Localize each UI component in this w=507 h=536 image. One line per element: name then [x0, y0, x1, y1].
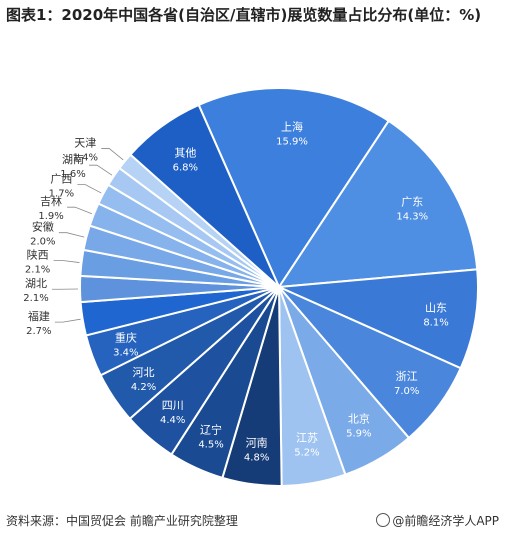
leader-line [54, 318, 81, 323]
slice-label: 福建 [28, 309, 50, 323]
slice-value-label: 6.8% [173, 162, 198, 173]
leader-line [53, 259, 80, 263]
pie-slice [129, 103, 280, 288]
slice-value-label: 1.9% [38, 211, 63, 222]
slice-label: 吉林 [40, 194, 62, 208]
slice-label: 四川 [162, 399, 184, 412]
slice-value-label: 2.1% [23, 293, 48, 304]
slice-value-label: 5.2% [294, 448, 319, 459]
leader-line [89, 164, 113, 176]
slice-label: 辽宁 [200, 422, 222, 436]
source-note: 资料来源：中国贸促会 前瞻产业研究院整理 [6, 514, 238, 528]
slice-value-label: 2.7% [26, 326, 51, 337]
leader-line [77, 184, 102, 194]
slice-value-label: 1.6% [60, 169, 85, 180]
slice-value-label: 4.4% [160, 415, 185, 426]
slice-value-label: 4.2% [131, 382, 156, 393]
slice-value-label: 5.9% [346, 429, 371, 440]
slice-labels: 上海 15.9% 广东 14.3% 山东 8.1% 浙江 7.0% 北京 5.9% 江苏 5.2% 河南… [23, 119, 448, 463]
leader-line [101, 148, 124, 161]
slice-label: 山东 [425, 301, 447, 314]
slice-value-label: 7.0% [394, 386, 419, 397]
slice-label: 广西 [50, 173, 72, 186]
chart-title: 图表1：2020年中国各省(自治区/直辖市)展览数量占比分布(单位：%) [6, 6, 482, 24]
slice-label: 陕西 [27, 247, 49, 261]
slice-label: 其他 [174, 146, 196, 159]
slice-value-label: 1.7% [49, 189, 74, 200]
slice-label: 北京 [348, 412, 370, 426]
slice-label: 湖北 [25, 277, 47, 290]
slice-value-label: 4.5% [198, 439, 223, 450]
slice-label: 浙江 [396, 370, 418, 383]
pie-slice [275, 268, 479, 370]
slice-label: 湖南 [62, 153, 84, 166]
slice-value-label: 3.4% [113, 347, 138, 358]
brand-logo-icon [376, 513, 391, 527]
slice-label: 安徽 [32, 220, 54, 234]
slice-label: 河北 [133, 366, 155, 379]
leader-lines [52, 148, 124, 323]
brand-credit: @前瞻经济学人APP [376, 512, 499, 529]
slice-label: 上海 [281, 119, 303, 133]
slice-value-label: 14.3% [396, 211, 428, 222]
slice-label: 江苏 [296, 432, 318, 445]
slice-label: 河南 [246, 437, 268, 450]
slice-label: 天津 [74, 137, 96, 150]
slice-value-label: 8.1% [423, 317, 448, 328]
slice-label: 广东 [401, 195, 423, 208]
slice-value-label: 1.4% [73, 153, 98, 164]
slice-value-label: 4.8% [244, 453, 269, 464]
leader-line [67, 206, 92, 215]
pie-slice [197, 87, 391, 290]
slice-value-label: 2.1% [25, 264, 50, 275]
brand-text: @前瞻经济学人APP [392, 514, 499, 528]
pie-slice [277, 119, 479, 289]
slice-value-label: 2.0% [30, 237, 55, 248]
slice-label: 重庆 [115, 330, 137, 344]
leader-line [58, 232, 85, 238]
slice-value-label: 15.9% [276, 136, 308, 147]
pie-slices [79, 87, 479, 487]
